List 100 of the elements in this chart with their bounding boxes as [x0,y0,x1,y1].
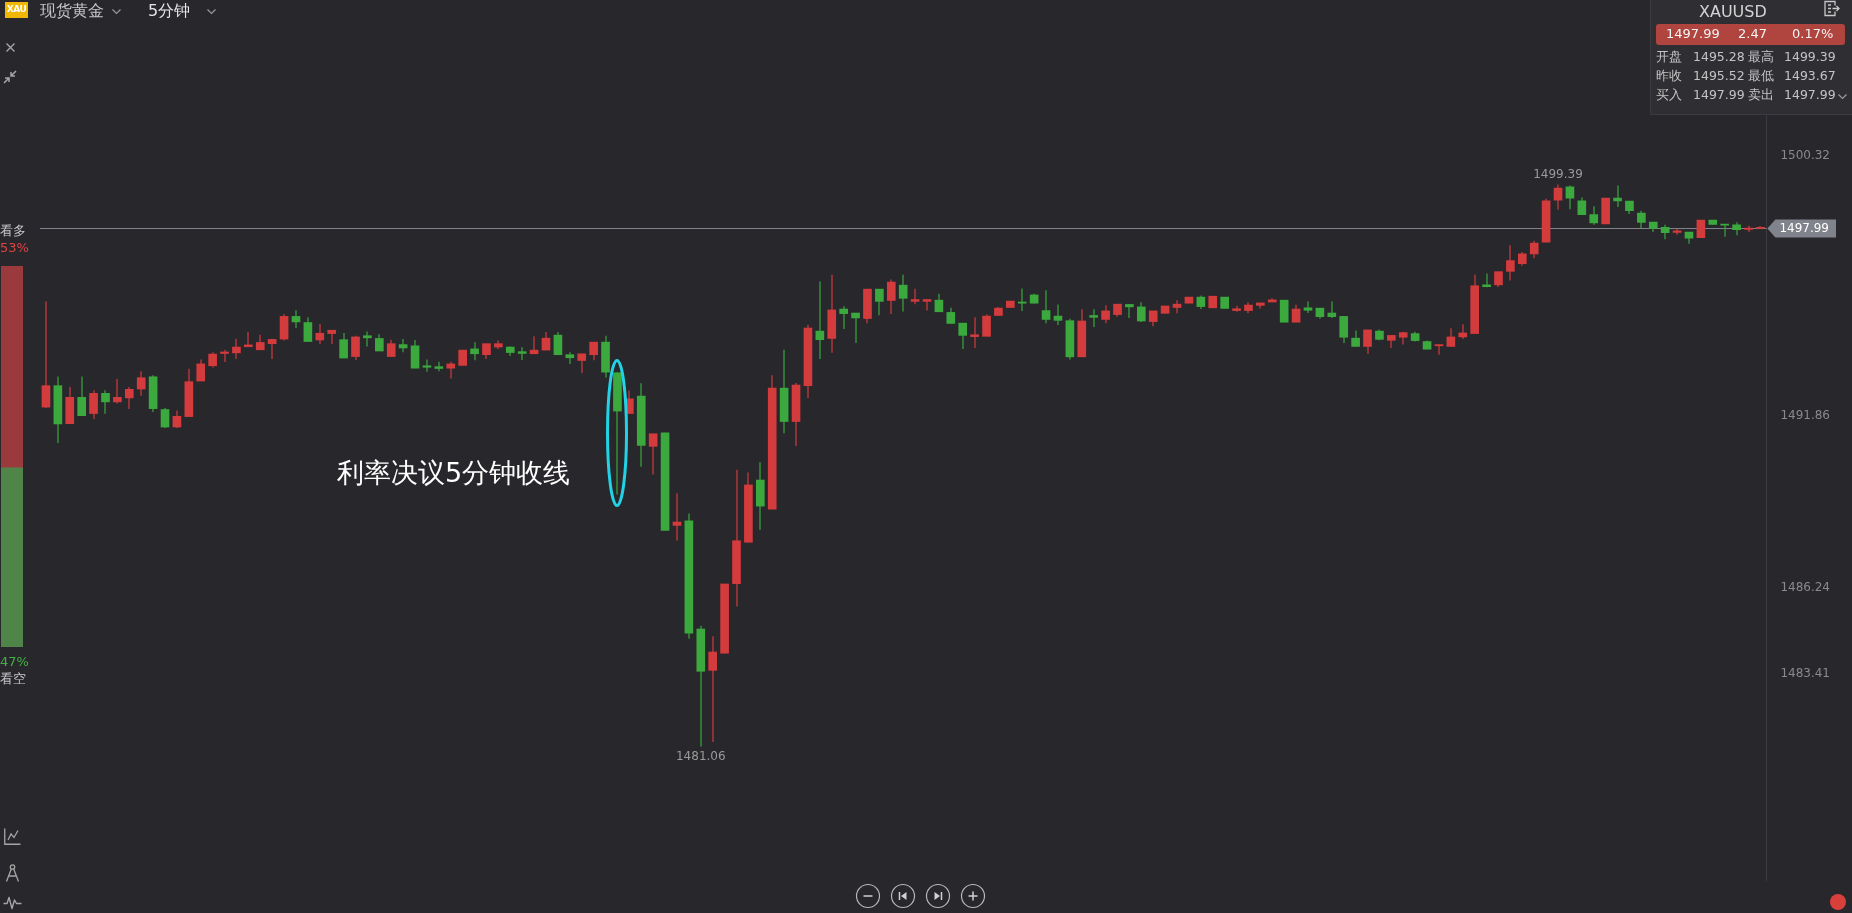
y-tick-label: 1500.32 [1780,148,1830,163]
text: 1493.67 [1784,68,1836,84]
candlestick [363,330,372,348]
candlestick [232,338,241,360]
candlestick [410,339,420,369]
candlestick [398,338,408,353]
candlestick [124,386,134,410]
annotation: 买入 [1656,87,1682,103]
candlestick [815,280,825,360]
annotation: 1497.99 [1693,87,1745,103]
candlestick [101,389,110,415]
candlestick [1339,315,1349,344]
candlestick [922,298,932,312]
annotation: 卖出 [1748,87,1774,103]
candlestick [1660,224,1670,240]
candlestick [327,329,337,345]
candlestick [422,359,432,373]
candlestick [1089,308,1099,328]
candlestick [434,361,444,372]
candlestick [446,361,456,380]
candlestick [220,349,229,363]
candlestick [315,323,325,345]
data-label: 47% [0,654,29,670]
candlestick [589,341,598,361]
candlestick [1387,334,1396,349]
candlestick [672,492,682,542]
candlestick [982,313,991,337]
candlestick [1446,327,1456,348]
candlestick [279,313,289,342]
chart-subtitle: 5分钟 [148,1,191,21]
candlestick [898,274,908,313]
candlestick [1553,184,1563,211]
candlestick [1125,303,1134,319]
candlestick [1506,244,1515,282]
text: 1497.99 [1784,87,1836,103]
series-label: 看空 [0,671,26,687]
candlestick [1744,225,1753,233]
candlestick [1017,287,1027,312]
y-tick-label: 1491.86 [1780,407,1830,422]
annotation: 1481.06 [675,748,726,763]
text: 1499.39 [1784,49,1836,65]
chart-title: 现货黄金 [40,1,104,21]
candlestick [41,300,51,409]
text: 看多 [0,223,26,239]
annotation: 最高 [1748,49,1774,65]
y-tick-label: 1483.41 [1780,666,1830,681]
candlestick [303,316,313,343]
candlestick [1327,300,1337,319]
candlestick [958,322,968,350]
annotation: 1495.52 [1693,68,1745,84]
candlestick [553,331,563,356]
annotation: 昨收 [1656,68,1682,84]
annotation: 开盘 [1656,49,1682,65]
candlestick [648,433,658,476]
candlestick [708,635,718,743]
candlestick [1172,299,1182,314]
annotation: 1499.39 [1533,166,1583,181]
candlestick [136,370,146,397]
candlestick [160,407,170,429]
candlestick [113,378,122,405]
annotation: 最低 [1748,68,1774,84]
text: XAUUSD [1699,2,1767,22]
data-label: 53% [0,240,29,256]
symbol-badge: XAU [5,2,28,18]
annotation: 1495.28 [1693,49,1745,65]
candlestick [1732,221,1741,236]
candlestick [910,288,920,305]
candlestick [577,353,587,374]
annotation: 利率决议5分钟收线 [337,457,571,489]
candlestick [339,332,348,359]
annotation: 1497.99 [1666,26,1720,42]
candlestick [1136,301,1146,323]
candlestick [1589,205,1599,226]
candlestick [875,288,884,316]
y-tick-label: 1486.24 [1780,579,1830,594]
candlestick [565,351,575,365]
candlestick [291,309,301,329]
candlestick [1613,184,1622,208]
candlestick [89,389,98,420]
candlestick [1363,329,1372,355]
candlestick [1303,300,1313,314]
ref-line-label: 1497.99 [1779,220,1829,235]
candlestick [517,346,527,361]
candlestick [970,316,979,349]
candlestick [470,341,479,361]
candlestick [934,293,944,313]
candlestick [1398,331,1408,346]
candlestick [77,375,86,417]
candlestick [1458,323,1468,340]
candlestick [1053,303,1063,326]
candlestick [1434,343,1444,356]
quote-box: 1497.99 2.47 0.17% [1656,24,1845,45]
candlestick [1041,289,1051,324]
annotation: 2.47 [1738,26,1767,42]
candlestick [351,335,360,361]
candlestick [886,279,896,315]
candlestick [1482,272,1491,288]
candlestick [1279,299,1289,323]
candlestick [851,312,860,344]
candlestick [839,305,848,330]
